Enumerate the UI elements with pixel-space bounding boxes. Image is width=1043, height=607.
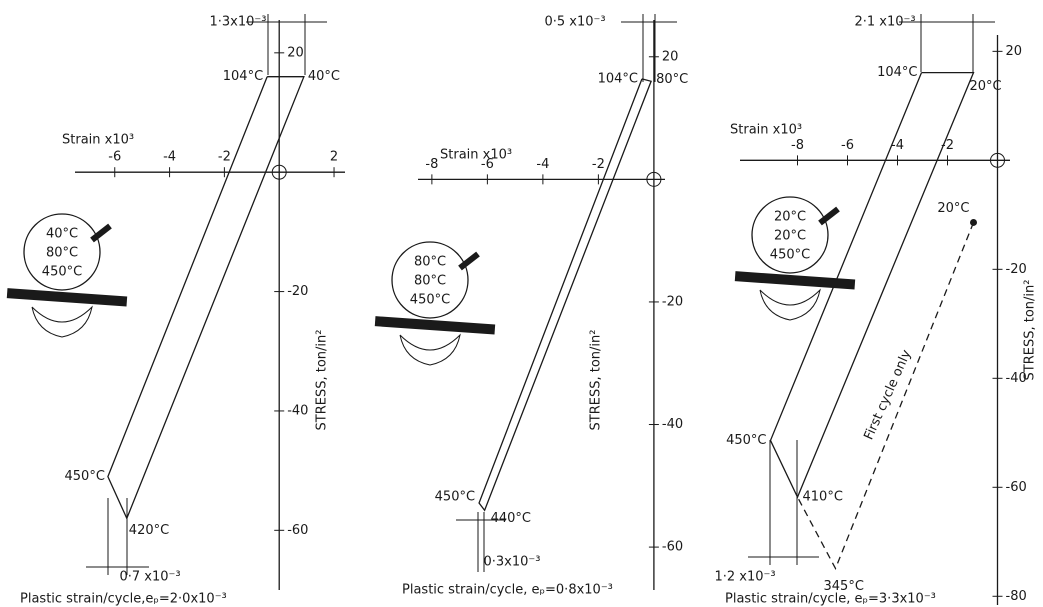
y-tick-label: -40 (287, 403, 308, 418)
x-tick-label: -4 (891, 138, 904, 153)
annotation: 0·5 x10⁻³ (544, 15, 605, 30)
x-tick-label: -4 (536, 157, 549, 172)
support (400, 335, 460, 365)
y-tick-label: -60 (1006, 480, 1027, 495)
x-axis-label: Strain x10³ (62, 133, 134, 148)
y-tick-label: -20 (662, 294, 683, 309)
temperature-label: 450°C (65, 469, 105, 484)
support (760, 290, 820, 320)
inset-label: 450°C (770, 248, 810, 263)
x-tick-label: -6 (108, 150, 121, 165)
y-tick-label: -20 (1006, 262, 1027, 277)
workpiece (735, 271, 855, 289)
temperature-label: 20°C (970, 79, 1002, 94)
x-tick-label: -8 (791, 138, 804, 153)
temperature-label: 450°C (726, 433, 766, 448)
inset-label: 40°C (46, 227, 78, 242)
annotation: First cycle only (861, 347, 914, 442)
temperature-label: 420°C (129, 523, 169, 538)
support (32, 307, 92, 337)
inset-label: 80°C (46, 246, 78, 261)
y-tick-label: -20 (287, 284, 308, 299)
x-tick-label: 2 (330, 150, 338, 165)
inset-label: 80°C (414, 274, 446, 289)
caption: Plastic strain/cycle, eₚ=3·3x10⁻³ (725, 592, 936, 607)
x-tick-label: -2 (218, 150, 231, 165)
y-tick-label: 20 (1006, 44, 1023, 59)
x-tick-label: -6 (841, 138, 854, 153)
annotation: 0·7 x10⁻³ (119, 570, 180, 585)
x-axis-label: Strain x10³ (730, 123, 802, 138)
y-tick-label: -60 (287, 523, 308, 538)
inset-label: 20°C (774, 210, 806, 225)
y-tick-label: -40 (662, 417, 683, 432)
caption: Plastic strain/cycle,eₚ=2·0x10⁻³ (20, 592, 227, 607)
caption: Plastic strain/cycle, eₚ=0·8x10⁻³ (402, 583, 613, 598)
temperature-label: 410°C (803, 490, 843, 505)
inset-label: 80°C (414, 255, 446, 270)
annotation: 2·1 x10⁻³ (854, 15, 915, 30)
y-axis-label: STRESS, ton/in² (589, 330, 604, 431)
annotation: 0·3x10⁻³ (484, 555, 541, 570)
inset-label: 450°C (42, 265, 82, 280)
temperature-label: 104°C (598, 71, 638, 86)
workpiece (7, 288, 127, 306)
y-axis-label: STRESS, ton/in² (1023, 280, 1038, 381)
temperature-label: 450°C (435, 489, 475, 504)
temperature-label: 80°C (656, 72, 688, 87)
inset-label: 450°C (410, 293, 450, 308)
annotation: 1·2 x10⁻³ (714, 570, 775, 585)
annotation: 1·3x10⁻³ (210, 15, 267, 30)
figure: -6 -4 -2 2 20 -20 -40 -60 Strain x10³ STRESS, ton… (0, 0, 1043, 607)
y-tick-label: -60 (662, 540, 683, 555)
x-axis-label: Strain x10³ (440, 148, 512, 163)
x-tick-label: -2 (592, 157, 605, 172)
temperature-label: 104°C (223, 69, 263, 84)
x-tick-label: -8 (425, 157, 438, 172)
y-tick-label: -80 (1006, 589, 1027, 604)
inset-label: 20°C (774, 229, 806, 244)
temperature-label: 104°C (877, 65, 917, 80)
y-tick-label: 20 (287, 45, 304, 60)
temperature-label: 440°C (491, 511, 531, 526)
workpiece (375, 316, 495, 334)
loop-line (108, 77, 304, 519)
temperature-label: 20°C (937, 201, 969, 216)
y-tick-label: 20 (662, 49, 679, 64)
start-point (970, 219, 977, 226)
y-axis-label: STRESS, ton/in² (315, 330, 330, 431)
x-tick-label: -4 (163, 150, 176, 165)
loop-line (479, 79, 651, 510)
temperature-label: 40°C (308, 69, 340, 84)
